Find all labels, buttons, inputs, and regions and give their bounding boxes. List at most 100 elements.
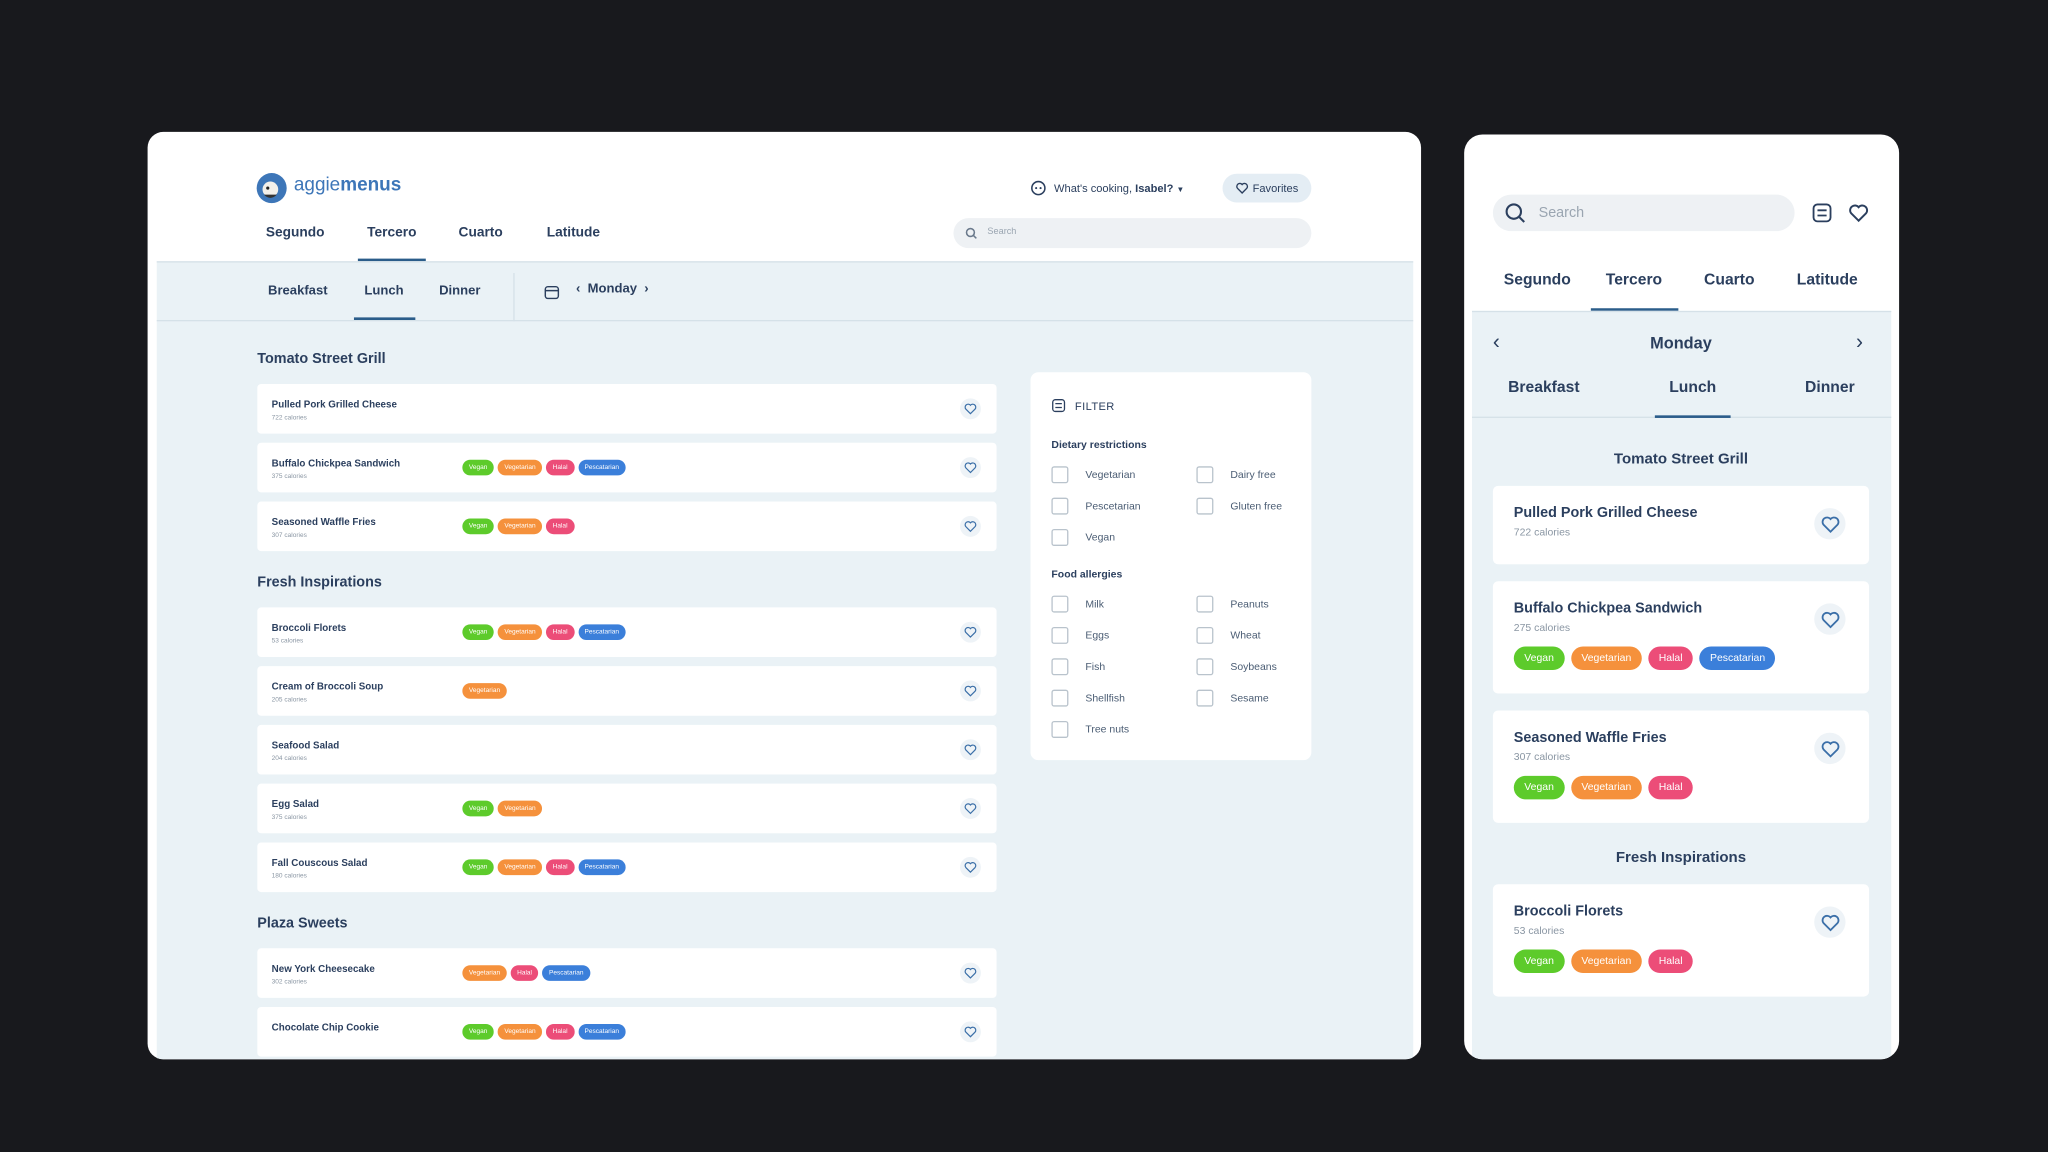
hall-tab[interactable]: Latitude bbox=[546, 224, 601, 241]
favorite-button[interactable] bbox=[959, 515, 981, 537]
checkbox[interactable] bbox=[1196, 466, 1214, 484]
checkbox-label: Sesame bbox=[1230, 692, 1269, 704]
favorite-button[interactable] bbox=[959, 1021, 981, 1043]
heart-icon bbox=[964, 403, 977, 415]
favorite-button[interactable] bbox=[959, 739, 981, 761]
brand-prefix: aggie bbox=[293, 175, 341, 196]
favorite-button[interactable] bbox=[959, 398, 981, 420]
tag-list: Vegetarian Halal Pescatarian bbox=[462, 965, 591, 981]
menu-item[interactable]: Seasoned Waffle Fries 307 calories Vegan Ve… bbox=[257, 501, 997, 552]
menu-item[interactable]: New York Cheesecake 302 calories Vegetaria… bbox=[257, 948, 997, 998]
checkbox[interactable] bbox=[1196, 689, 1214, 707]
item-name: Egg Salad bbox=[271, 798, 320, 810]
brand-suffix: menus bbox=[340, 175, 402, 196]
prev-day[interactable]: ‹ bbox=[1492, 331, 1500, 354]
menu-item[interactable]: Egg Salad 375 calories Vegan Vegetarian bbox=[257, 783, 997, 834]
calendar-icon[interactable] bbox=[543, 283, 560, 300]
hall-tab[interactable]: Tercero bbox=[367, 224, 417, 241]
checkbox[interactable] bbox=[1051, 720, 1069, 738]
favorites-button[interactable]: Favorites bbox=[1222, 173, 1312, 203]
favorite-button[interactable] bbox=[1814, 508, 1846, 540]
search-bar[interactable]: Search bbox=[953, 218, 1312, 249]
favorite-button[interactable] bbox=[959, 798, 981, 819]
menu-item[interactable]: Seasoned Waffle Fries 307 calories Vegan Ve… bbox=[1492, 710, 1870, 823]
tag: Vegetarian bbox=[497, 1023, 543, 1040]
search-placeholder: Search bbox=[987, 227, 1017, 237]
favorite-button[interactable] bbox=[959, 962, 981, 984]
favorite-button[interactable] bbox=[1814, 603, 1846, 635]
next-day[interactable]: › bbox=[644, 282, 649, 297]
greeting-name: Isabel? bbox=[1135, 181, 1174, 195]
favorite-button[interactable] bbox=[1814, 906, 1846, 938]
menu-item[interactable]: Pulled Pork Grilled Cheese 722 calories bbox=[1492, 485, 1870, 565]
meal-tab[interactable]: Breakfast bbox=[268, 284, 328, 299]
favorite-button[interactable] bbox=[959, 680, 981, 702]
menu-item[interactable]: Buffalo Chickpea Sandwich 275 calories Veg… bbox=[1492, 581, 1870, 694]
checkbox-label: Peanuts bbox=[1230, 598, 1269, 610]
hall-tab[interactable]: Cuarto bbox=[458, 224, 503, 241]
item-calories: 53 calories bbox=[1513, 924, 1565, 937]
checkbox[interactable] bbox=[1196, 626, 1214, 644]
checkbox[interactable] bbox=[1051, 689, 1069, 707]
meal-tab[interactable]: Dinner bbox=[439, 284, 481, 299]
search-bar[interactable]: Search bbox=[1492, 194, 1795, 232]
favorite-button[interactable] bbox=[1814, 732, 1846, 765]
brand[interactable]: aggiemenus bbox=[294, 175, 401, 196]
hall-tab[interactable]: Tercero bbox=[1605, 270, 1663, 289]
item-calories: 722 calories bbox=[271, 414, 307, 422]
item-name: Pulled Pork Grilled Cheese bbox=[271, 398, 397, 411]
next-day[interactable]: › bbox=[1855, 331, 1863, 354]
checkbox[interactable] bbox=[1196, 497, 1214, 515]
tag: Vegetarian bbox=[497, 800, 543, 817]
menu-item[interactable]: Buffalo Chickpea Sandwich 375 calories Veg… bbox=[257, 442, 997, 493]
prev-day[interactable]: ‹ bbox=[575, 282, 581, 297]
meal-tab[interactable]: Dinner bbox=[1805, 377, 1855, 396]
checkbox[interactable] bbox=[1051, 626, 1069, 644]
checkbox[interactable] bbox=[1051, 658, 1069, 676]
menu-item[interactable]: Broccoli Florets 53 calories Vegan Vegetari… bbox=[1492, 884, 1870, 997]
heart-icon bbox=[1821, 740, 1839, 758]
item-name: Seafood Salad bbox=[271, 739, 340, 752]
heart-icon bbox=[964, 1026, 977, 1038]
meal-tab[interactable]: Breakfast bbox=[1508, 377, 1580, 396]
tag-list: Vegan Vegetarian Halal Pescatarian bbox=[462, 459, 626, 476]
hall-tab[interactable]: Latitude bbox=[1796, 270, 1858, 289]
item-calories: 205 calories bbox=[271, 696, 307, 704]
item-name: New York Cheesecake bbox=[271, 962, 375, 975]
favorite-button[interactable] bbox=[959, 856, 981, 878]
checkbox[interactable] bbox=[1196, 595, 1214, 613]
tag: Halal bbox=[546, 859, 575, 876]
menu-item[interactable]: Seafood Salad 204 calories bbox=[257, 724, 997, 775]
favorites-button[interactable] bbox=[1848, 202, 1869, 223]
item-calories: 180 calories bbox=[271, 872, 307, 881]
item-name: Seasoned Waffle Fries bbox=[1513, 730, 1667, 746]
tag-list: Vegetarian bbox=[462, 683, 507, 699]
meal-tab[interactable]: Lunch bbox=[364, 284, 404, 299]
checkbox-label: Milk bbox=[1085, 598, 1104, 610]
hall-tab[interactable]: Segundo bbox=[1503, 270, 1571, 289]
item-calories: 275 calories bbox=[1513, 621, 1571, 634]
filter-button[interactable] bbox=[1812, 202, 1833, 223]
tag: Vegan bbox=[462, 1023, 494, 1040]
item-name: Broccoli Florets bbox=[1513, 903, 1624, 920]
active-underline bbox=[1654, 415, 1731, 418]
item-name: Pulled Pork Grilled Cheese bbox=[1513, 505, 1698, 522]
tag: Vegetarian bbox=[497, 859, 543, 876]
checkbox[interactable] bbox=[1051, 497, 1069, 515]
favorite-button[interactable] bbox=[959, 457, 981, 479]
checkbox[interactable] bbox=[1051, 466, 1069, 484]
checkbox[interactable] bbox=[1196, 658, 1214, 676]
hall-tab[interactable]: Segundo bbox=[265, 224, 325, 241]
menu-item[interactable]: Broccoli Florets 53 calories Vegan Vegetari… bbox=[257, 607, 997, 657]
meal-tab[interactable]: Lunch bbox=[1669, 377, 1717, 396]
greeting[interactable]: What's cooking, Isabel? ▼ bbox=[1054, 182, 1184, 195]
menu-item[interactable]: Pulled Pork Grilled Cheese 722 calories bbox=[257, 383, 997, 434]
item-name: Fall Couscous Salad bbox=[271, 856, 368, 869]
menu-item[interactable]: Chocolate Chip Cookie Vegan Vegetarian Hala… bbox=[257, 1007, 997, 1057]
checkbox[interactable] bbox=[1051, 595, 1069, 613]
menu-item[interactable]: Cream of Broccoli Soup 205 calories Vegeta… bbox=[257, 666, 997, 716]
menu-item[interactable]: Fall Couscous Salad 180 calories Vegan Vege… bbox=[257, 842, 997, 893]
checkbox[interactable] bbox=[1051, 528, 1069, 546]
favorite-button[interactable] bbox=[959, 621, 981, 643]
hall-tab[interactable]: Cuarto bbox=[1704, 270, 1755, 289]
